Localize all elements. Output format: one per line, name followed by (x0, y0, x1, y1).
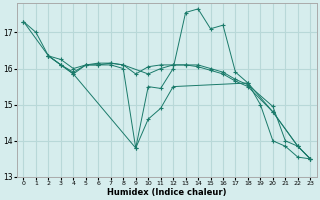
X-axis label: Humidex (Indice chaleur): Humidex (Indice chaleur) (107, 188, 227, 197)
